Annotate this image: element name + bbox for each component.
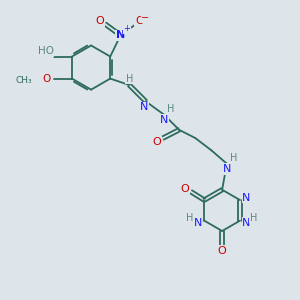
- Text: N: N: [140, 102, 148, 112]
- Text: H: H: [167, 104, 174, 114]
- Text: N: N: [242, 193, 251, 203]
- Text: O: O: [181, 184, 190, 194]
- Text: N: N: [116, 30, 125, 40]
- Text: N: N: [194, 218, 202, 228]
- Text: O: O: [153, 136, 161, 147]
- Text: H: H: [250, 213, 257, 223]
- Text: N: N: [242, 218, 251, 228]
- Text: N: N: [160, 115, 169, 125]
- Text: +: +: [124, 24, 130, 33]
- Text: N: N: [223, 164, 232, 174]
- Text: HO: HO: [38, 46, 54, 56]
- Text: O: O: [135, 16, 144, 26]
- Text: −: −: [141, 13, 149, 22]
- Text: CH₃: CH₃: [16, 76, 32, 85]
- Text: O: O: [43, 74, 51, 84]
- Text: O: O: [218, 246, 226, 256]
- Text: O: O: [96, 16, 104, 26]
- Text: H: H: [126, 74, 133, 84]
- Text: H: H: [187, 213, 194, 223]
- Text: H: H: [230, 153, 238, 164]
